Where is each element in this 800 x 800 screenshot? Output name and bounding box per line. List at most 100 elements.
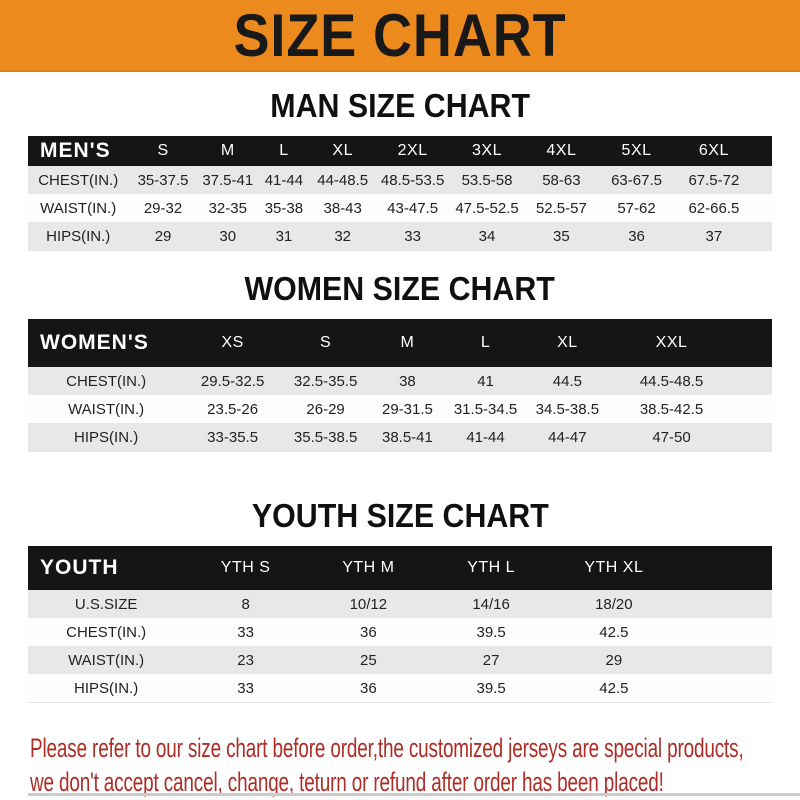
table-cell: 29.5-32.5 [200,372,265,390]
column-header: M [400,334,415,351]
youth-size-table: YOUTH YTH S YTH M YTH L YTH XL U.S.SIZE 8 10/12… [28,546,772,703]
table-cell: 38.5-41 [381,428,433,446]
table-cell: 47.5-52.5 [455,199,519,217]
table-cell: 37 [705,227,723,245]
table-cell [735,367,772,395]
column-header: XS [221,334,244,351]
women-size-table: WOMEN'S XS S M L XL XXL CHEST(IN.) 29.5-32.5 32.5… [28,319,772,452]
table-cell: 36 [360,679,377,697]
table-cell: 18/20 [595,595,633,613]
column-header: 4XL [546,142,577,159]
column-header: YTH M [342,559,395,576]
table-cell: 43-47.5 [387,199,439,217]
table-header-bar: YOUTH YTH S YTH M YTH L YTH XL [28,546,772,590]
table-cell: 35-37.5 [137,171,189,189]
row-label: CHEST(IN.) [38,171,119,189]
table-cell: 26-29 [306,400,345,418]
table-row: HIPS(IN.) 29 30 31 32 33 34 35 36 37 [28,222,772,251]
man-size-chart-heading: MAN SIZE CHART [0,88,800,124]
table-row: CHEST(IN.) 33 36 39.5 42.5 [28,618,772,646]
size-chart-title: SIZE CHART [233,2,567,69]
column-header: 5XL [621,142,652,159]
table-cell: 23.5-26 [207,400,259,418]
column-header: 6XL [698,142,729,159]
bottom-divider [28,793,800,796]
column-header: M [220,142,235,159]
disclaimer-text: Please refer to our size chart before or… [30,731,800,799]
table-cell [675,674,772,703]
column-header: L [480,334,491,351]
row-label: WAIST(IN.) [68,400,145,418]
table-cell: 31 [275,227,293,245]
table-cell: 63-67.5 [611,171,662,189]
row-label: HIPS(IN.) [74,679,139,697]
table-corner-label: YOUTH [40,556,119,579]
table-cell: 52.5-57 [535,199,587,217]
column-header [675,546,772,590]
table-row: WAIST(IN.) 23 25 27 29 [28,646,772,674]
youth-size-chart-heading: YOUTH SIZE CHART [0,498,800,534]
row-label: WAIST(IN.) [68,651,145,669]
table-cell: 36 [628,227,645,245]
table-cell [675,618,772,646]
table-cell: 35 [553,227,570,245]
table-cell: 35-38 [264,199,304,217]
table-cell: 30 [219,227,237,245]
table-row: WAIST(IN.) 29-32 32-35 35-38 38-43 43-47.5 47.… [28,194,772,222]
table-cell: 10/12 [349,595,388,613]
table-cell: 41-44 [264,171,304,189]
row-label: CHEST(IN.) [66,372,147,390]
table-header-bar: MEN'S S M L XL 2XL 3XL 4XL 5XL 6XL [28,136,772,166]
column-header: XL [557,334,578,351]
table-cell: 39.5 [476,623,506,641]
table-cell: 23 [237,651,254,669]
table-row: WAIST(IN.) 23.5-26 26-29 29-31.5 31.5-34.5 34… [28,395,772,423]
column-header: S [320,334,332,351]
table-cell: 44.5-48.5 [639,372,704,390]
column-header [753,136,772,166]
table-cell: 33 [404,227,421,245]
table-row: CHEST(IN.) 29.5-32.5 32.5-35.5 38 41 44.5 44.5… [28,367,772,395]
table-cell: 48.5-53.5 [380,171,445,189]
table-cell: 8 [241,595,250,613]
table-cell [753,194,772,222]
table-corner-label: MEN'S [40,139,111,162]
row-label: HIPS(IN.) [74,428,139,446]
table-row: U.S.SIZE 8 10/12 14/16 18/20 [28,590,772,618]
table-cell: 44-48.5 [317,171,369,189]
table-cell: 58-63 [542,171,581,189]
table-cell: 38 [399,372,416,390]
table-cell [735,395,772,423]
table-cell: 67.5-72 [688,171,740,189]
table-cell: 33 [237,679,254,697]
column-header: S [157,142,169,159]
table-header-bar: WOMEN'S XS S M L XL XXL [28,319,772,367]
row-label: CHEST(IN.) [66,623,147,641]
table-cell: 25 [360,651,377,669]
table-cell: 34 [478,227,496,245]
table-cell: 44-47 [548,428,587,446]
table-cell: 62-66.5 [688,199,740,217]
table-cell: 47-50 [652,428,691,446]
table-cell: 42.5 [599,679,629,697]
column-header: L [279,142,289,159]
table-row: HIPS(IN.) 33 36 39.5 42.5 [28,674,772,703]
table-cell: 27 [482,651,500,669]
table-cell: 33 [237,623,254,641]
table-cell: 32 [334,227,352,245]
table-cell: 29-31.5 [381,400,433,418]
table-cell: 41-44 [466,428,505,446]
women-size-chart-heading: WOMEN SIZE CHART [0,271,800,307]
column-header: YTH L [467,559,516,576]
table-cell: 32.5-35.5 [293,372,358,390]
table-cell: 29 [605,651,623,669]
youth-size-chart-heading-text: YOUTH SIZE CHART [251,497,549,534]
column-header: 3XL [472,142,502,159]
table-cell: 39.5 [476,679,506,697]
column-header: YTH S [220,559,271,576]
table-row: CHEST(IN.) 35-37.5 37.5-41 41-44 44-48.5 48.5… [28,166,772,194]
table-cell: 57-62 [617,199,656,217]
women-size-chart-heading-text: WOMEN SIZE CHART [244,270,556,307]
table-cell: 35.5-38.5 [293,428,358,446]
row-label: WAIST(IN.) [40,199,117,217]
